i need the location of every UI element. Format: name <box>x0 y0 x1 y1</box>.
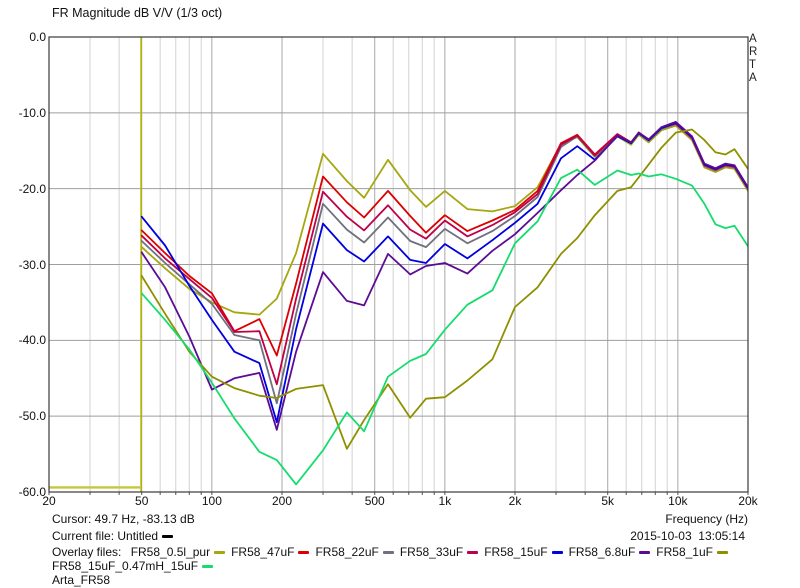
project-name: Arta_FR58 <box>52 573 111 587</box>
legend-item: FR58_47uF <box>231 545 310 559</box>
curve-FR58_1uF <box>140 128 748 450</box>
overlay-files-legend-row2: FR58_15uF_0.47mH_15uF <box>52 559 214 573</box>
y-tick-label: -30.0 <box>18 257 46 272</box>
legend-item: FR58_22uF <box>315 545 394 559</box>
current-file-color-dash <box>162 534 174 538</box>
curve-FR58_6.8uF <box>140 121 748 431</box>
x-tick-label: 100 <box>201 494 222 508</box>
legend-item: FR58_15uF_0.47mH_15uF <box>52 559 214 573</box>
legend-item-label: FR58_6.8uF <box>568 545 636 559</box>
x-tick-label: 10k <box>668 494 688 508</box>
legend-color-dash <box>551 550 563 554</box>
curve-FR58_15uF_0.47mH_15uF <box>140 168 748 486</box>
x-tick-label: 50 <box>135 494 149 508</box>
arta-watermark-letter: R <box>749 46 758 58</box>
legend-item-label: FR58_1uF <box>656 545 713 559</box>
frequency-axis-label: Frequency (Hz) <box>665 512 748 526</box>
x-tick-label: 20 <box>42 494 56 508</box>
y-tick-label: -10.0 <box>18 105 46 120</box>
arta-watermark-letter: T <box>749 59 757 71</box>
legend-color-dash <box>382 550 394 554</box>
legend-item-label: FR58_47uF <box>231 545 295 559</box>
cursor-crosshair[interactable] <box>49 37 142 492</box>
legend-item: FR58_33uF <box>399 545 479 559</box>
legend-color-dash <box>202 564 214 568</box>
curve-FR58_0.5l_pur <box>140 124 748 316</box>
legend-item: FR58_15uF <box>484 545 563 559</box>
x-tick-label: 2k <box>508 494 522 508</box>
arta-watermark-letter: A <box>749 33 757 45</box>
legend-color-dash <box>716 550 728 554</box>
plot-border <box>48 36 749 493</box>
overlay-files-legend: Overlay files: FR58_0.5l_pur FR58_47uF FR5… <box>52 545 728 559</box>
legend-item-label: FR58_15uF <box>484 545 548 559</box>
legend-color-dash <box>214 550 226 554</box>
x-tick-label: 200 <box>271 494 293 508</box>
legend-color-dash <box>639 550 651 554</box>
legend-item: FR58_1uF <box>656 545 728 559</box>
chart-title: FR Magnitude dB V/V (1/3 oct) <box>52 6 223 20</box>
y-tick-label: -60.0 <box>18 485 46 499</box>
legend-item-label: FR58_15uF_0.47mH_15uF <box>52 559 199 573</box>
legend-item: FR58_0.5l_pur <box>130 545 226 559</box>
x-tick-label: 500 <box>364 494 385 508</box>
legend-color-dash <box>467 550 479 554</box>
legend-item-label: FR58_22uF <box>315 545 379 559</box>
timestamp: 2015-10-03 13:05:14 <box>630 529 745 543</box>
y-tick-label: 0.0 <box>29 30 46 44</box>
y-tick-label: -40.0 <box>18 333 46 348</box>
x-tick-label: 1k <box>438 494 452 508</box>
x-tick-label: 20k <box>738 494 758 508</box>
current-file-line: Current file: Untitled <box>52 529 174 543</box>
arta-watermark-letter: A <box>749 72 757 84</box>
overlay-files-label: Overlay files: <box>52 545 125 559</box>
y-tick-label: -20.0 <box>18 181 46 196</box>
legend-item-label: FR58_0.5l_pur <box>130 545 211 559</box>
x-tick-label: 5k <box>601 494 615 508</box>
curves-group <box>140 121 748 486</box>
current-file-label: Current file: <box>52 529 118 543</box>
cursor-readout: Cursor: 49.7 Hz, -83.13 dB <box>52 512 195 526</box>
legend-item-label: FR58_33uF <box>399 545 464 559</box>
y-tick-label: -50.0 <box>18 409 46 424</box>
legend-color-dash <box>298 550 310 554</box>
current-file-name: Untitled <box>117 529 159 543</box>
legend-item: FR58_6.8uF <box>569 545 651 559</box>
